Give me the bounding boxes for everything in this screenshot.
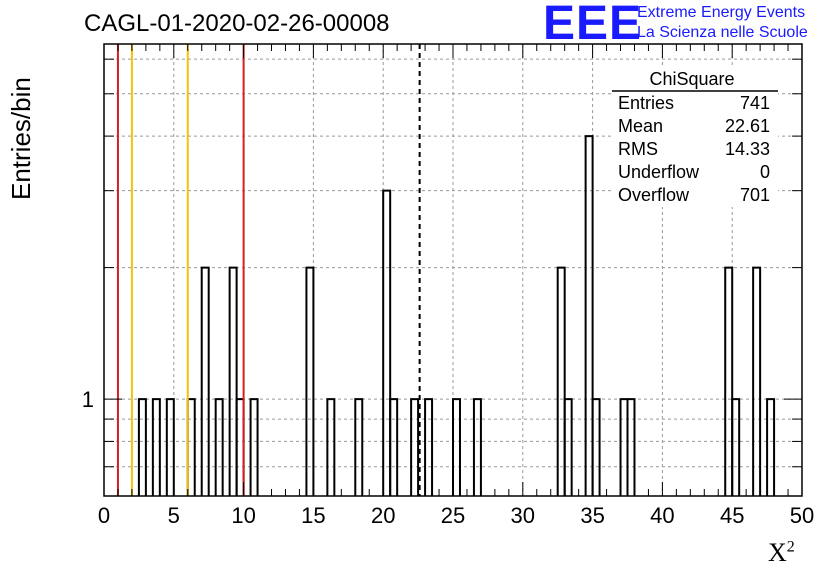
histogram-bin	[305, 266, 315, 496]
histogram-bin	[591, 398, 601, 496]
histogram-bin	[354, 398, 364, 496]
stats-row-label: RMS	[618, 139, 658, 159]
histogram-bin	[584, 135, 594, 496]
histogram-bin	[200, 266, 210, 496]
x-tick-label: 10	[231, 503, 255, 528]
histogram-bin	[249, 398, 259, 496]
stats-row-value: 14.33	[725, 139, 770, 159]
histogram-bin	[626, 398, 636, 496]
histogram-bin	[137, 398, 147, 496]
histogram-bin	[752, 266, 762, 496]
histogram-bin	[424, 398, 434, 496]
logo-tagline-1: Extreme Energy Events	[637, 4, 806, 21]
stats-row-value: 22.61	[725, 116, 770, 136]
histogram-bin	[151, 398, 161, 496]
stats-row-label: Overflow	[618, 185, 690, 205]
histogram-bin	[326, 398, 336, 496]
logo-tagline-2: La Scienza nelle Scuole	[637, 24, 808, 41]
x-tick-label: 50	[790, 503, 814, 528]
x-tick-label: 30	[511, 503, 535, 528]
eee-logo: EEE	[543, 0, 643, 50]
histogram-bin	[186, 398, 196, 496]
histogram-bin	[731, 398, 741, 496]
histogram-bin	[563, 398, 573, 496]
histogram-bin	[472, 398, 482, 496]
stats-row-value: 741	[740, 93, 770, 113]
x-tick-label: 15	[301, 503, 325, 528]
stats-row-label: Mean	[618, 116, 663, 136]
x-tick-label: 5	[168, 503, 180, 528]
x-tick-label: 0	[98, 503, 110, 528]
stats-row-label: Underflow	[618, 162, 700, 182]
x-tick-label: 35	[580, 503, 604, 528]
histogram-bin	[556, 266, 566, 496]
histogram-bin	[165, 398, 175, 496]
histogram-bin	[452, 398, 461, 496]
x-tick-label: 45	[720, 503, 744, 528]
histogram-bin	[228, 266, 238, 496]
stats-title: ChiSquare	[649, 69, 734, 89]
stats-row-label: Entries	[618, 93, 674, 113]
chart-title: CAGL-01-2020-02-26-00008	[84, 10, 390, 37]
histogram-bin	[410, 398, 420, 496]
stats-row-value: 701	[740, 185, 770, 205]
histogram-bin	[382, 189, 392, 496]
x-axis-label-base: X	[768, 538, 787, 567]
x-tick-label: 25	[441, 503, 465, 528]
y-tick-label: 1	[82, 387, 94, 412]
x-tick-label: 40	[650, 503, 674, 528]
x-axis-label: X2	[768, 538, 795, 568]
histogram-bin	[619, 398, 629, 496]
histogram-bin	[766, 398, 776, 496]
histogram-bin	[214, 398, 224, 496]
x-tick-label: 20	[371, 503, 395, 528]
histogram-bin	[235, 398, 245, 496]
histogram-bin	[724, 266, 734, 496]
stats-row-value: 0	[760, 162, 770, 182]
histogram-bin	[389, 398, 399, 496]
x-axis-label-exponent: 2	[786, 538, 795, 556]
